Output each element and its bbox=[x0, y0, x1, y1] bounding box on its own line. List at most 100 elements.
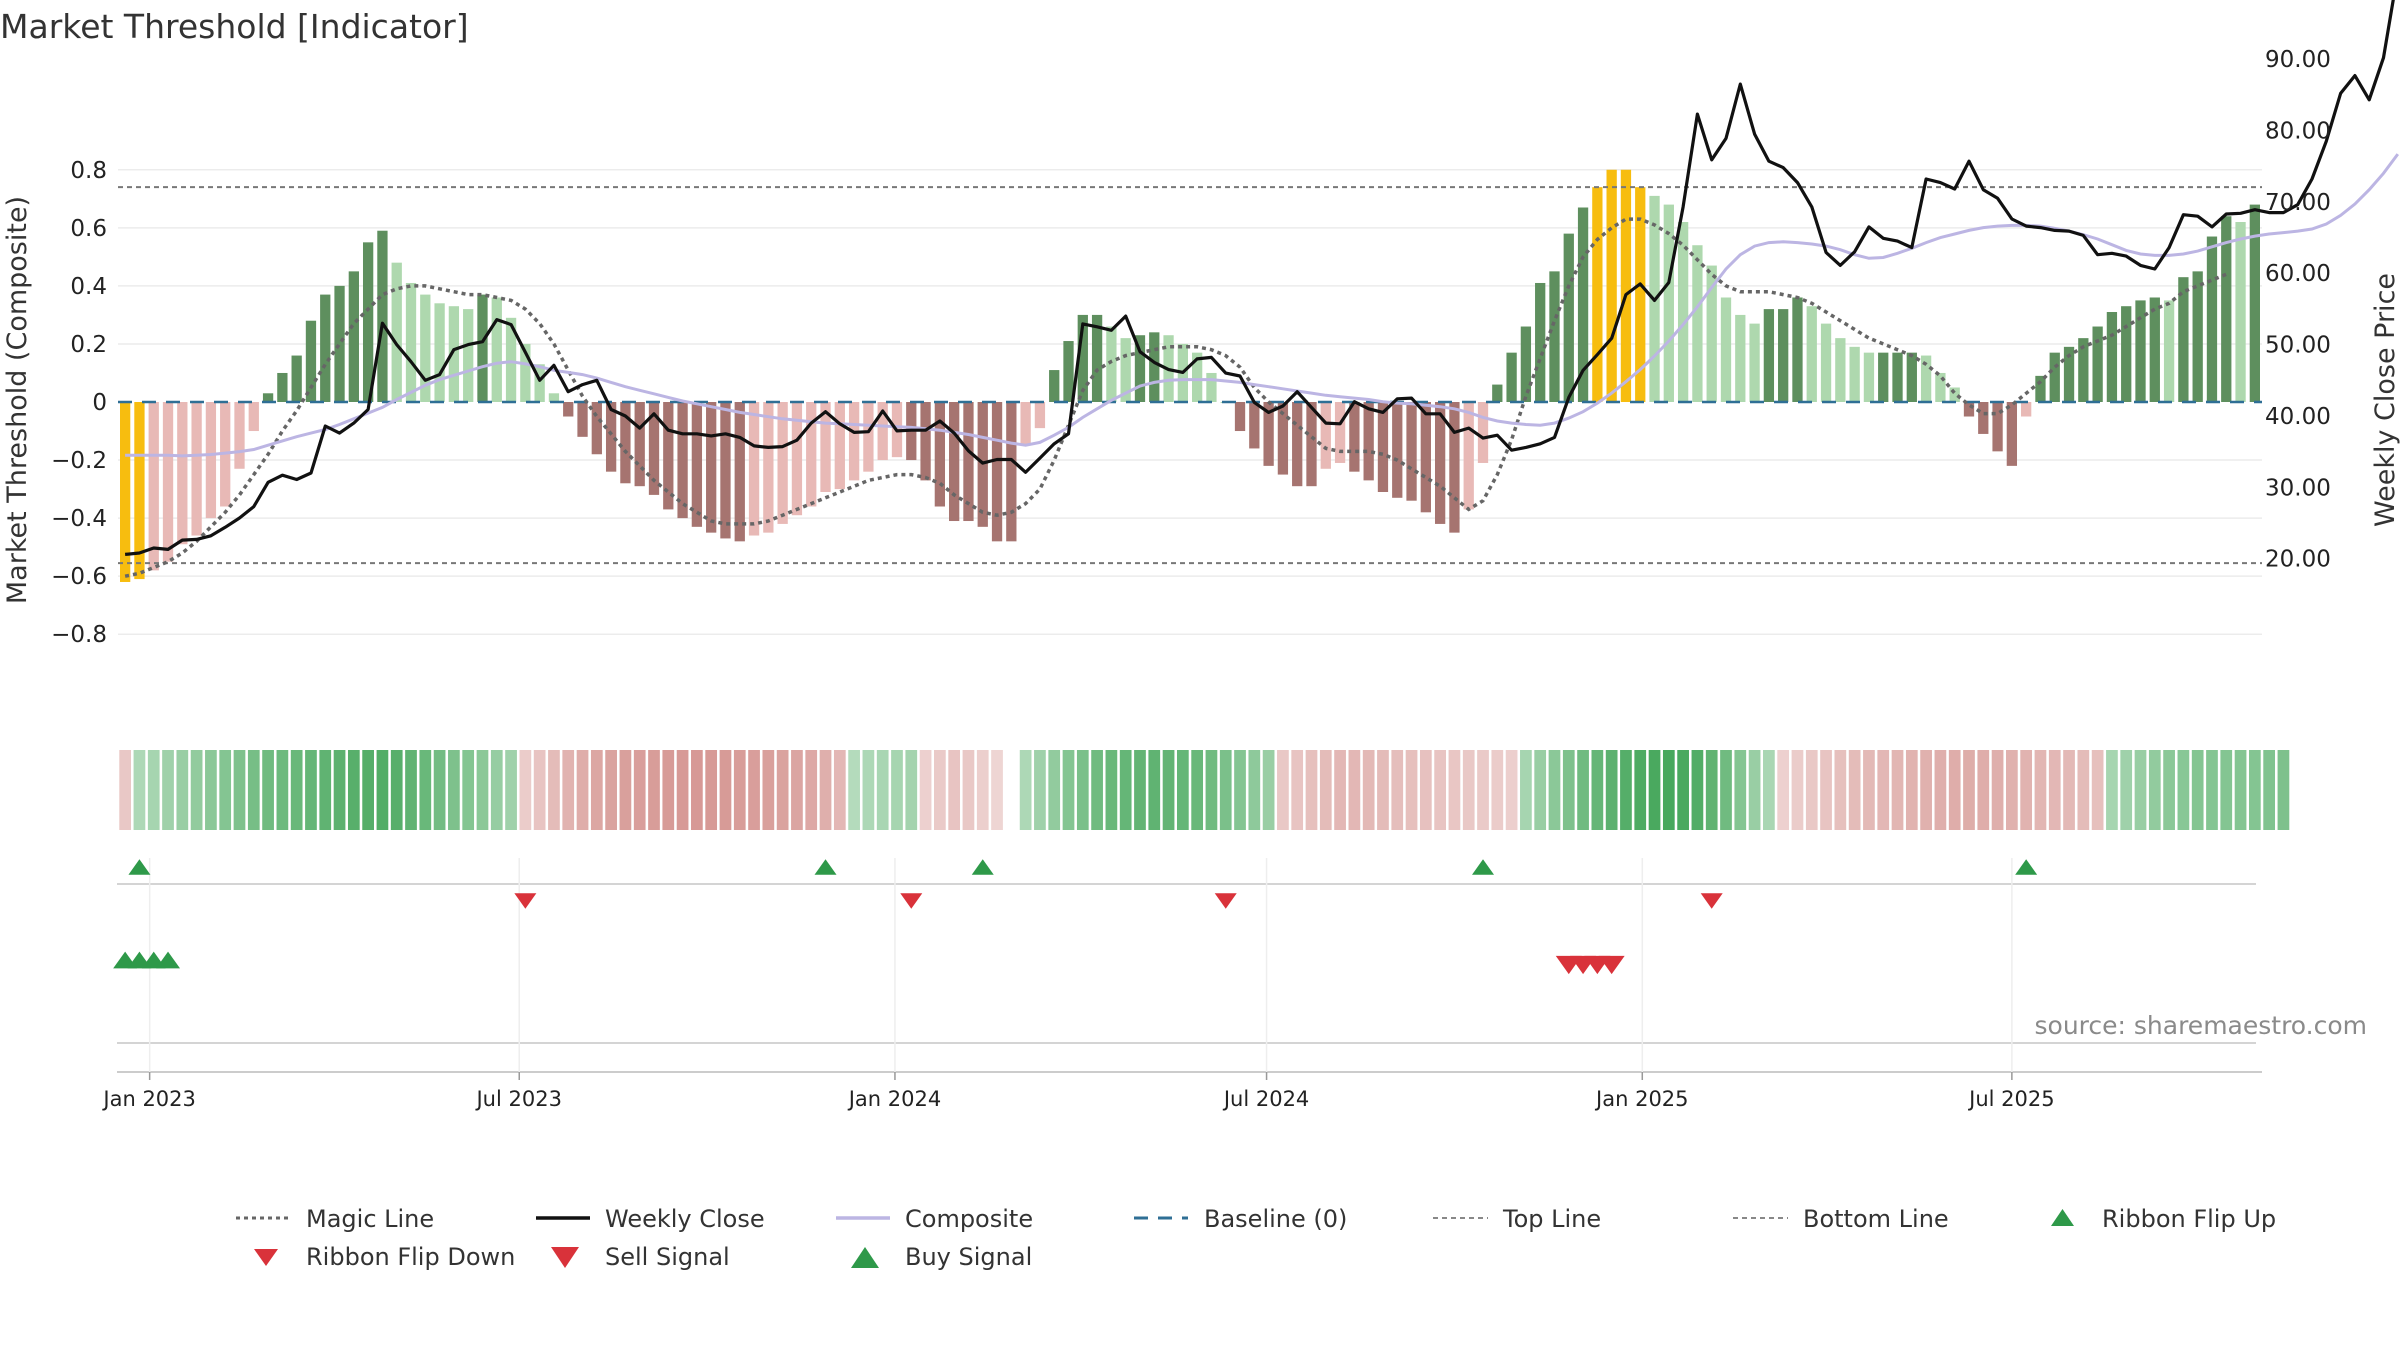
composite-bar bbox=[2063, 346, 2075, 402]
ribbon-cell bbox=[833, 750, 846, 830]
legend-bottom-label: Bottom Line bbox=[1803, 1205, 1949, 1233]
ribbon-cell bbox=[319, 750, 332, 830]
ribbon-cell bbox=[991, 750, 1003, 830]
ribbon-cell bbox=[1963, 750, 1975, 830]
right-tick-label: 30.00 bbox=[2265, 475, 2331, 501]
ribbon-cell bbox=[476, 750, 489, 830]
ribbon-cell bbox=[1920, 750, 1932, 830]
legend-item-top-line: Top Line bbox=[1433, 1205, 1601, 1233]
right-tick-label: 60.00 bbox=[2265, 261, 2331, 287]
composite-bar bbox=[834, 402, 845, 490]
composite-bar bbox=[291, 355, 302, 402]
ribbon-cell bbox=[1091, 750, 1103, 830]
x-tick-label: Jan 2023 bbox=[101, 1087, 196, 1111]
right-tick-label: 50.00 bbox=[2265, 333, 2331, 359]
ribbon-cell bbox=[219, 750, 232, 830]
composite-bar bbox=[1106, 326, 1117, 402]
ribbon-cell bbox=[748, 750, 760, 830]
ribbon-cell bbox=[1119, 750, 1132, 830]
composite-bar bbox=[1820, 323, 1832, 402]
composite-bar bbox=[920, 402, 931, 481]
ribbon-cell bbox=[1019, 750, 1032, 830]
ribbon-cell bbox=[1662, 750, 1675, 830]
ribbon-cell bbox=[1505, 750, 1518, 830]
ribbon-cell bbox=[1219, 750, 1232, 830]
left-tick-label: 0.6 bbox=[70, 216, 107, 242]
ribbon-cell bbox=[619, 750, 632, 830]
composite-bar bbox=[2049, 352, 2060, 402]
composite-bar bbox=[591, 402, 602, 455]
right-tick-label: 90.00 bbox=[2265, 47, 2331, 73]
composite-bars bbox=[120, 169, 2260, 582]
composite-line bbox=[125, 153, 2400, 458]
x-tick-label: Jul 2023 bbox=[474, 1087, 561, 1111]
ribbon-cell bbox=[1591, 750, 1604, 830]
ribbon-cell bbox=[1462, 750, 1475, 830]
ribbon-cell bbox=[419, 750, 432, 830]
right-axis-label: Weekly Close Price bbox=[2370, 273, 2400, 527]
left-tick-label: −0.8 bbox=[51, 622, 107, 648]
composite-bar bbox=[1806, 306, 1817, 402]
ribbon-cell bbox=[276, 750, 289, 830]
x-tick-label: Jan 2024 bbox=[847, 1087, 942, 1111]
ribbon-cell bbox=[2020, 750, 2033, 830]
legend-baseline-label: Baseline (0) bbox=[1204, 1205, 1347, 1233]
ribbon-cell bbox=[1991, 750, 2004, 830]
composite-bar bbox=[1406, 402, 1417, 501]
sell-signal-marker bbox=[1598, 955, 1625, 975]
ribbon-cell bbox=[405, 750, 417, 830]
composite-bar bbox=[391, 262, 402, 402]
ribbon-cell bbox=[433, 750, 446, 830]
composite-bar bbox=[2249, 204, 2260, 402]
ribbon-flip-down-marker bbox=[900, 893, 923, 909]
ribbon-cell bbox=[633, 750, 646, 830]
ribbon-cell bbox=[290, 750, 303, 830]
ribbon-cell bbox=[776, 750, 789, 830]
composite-bar bbox=[2106, 312, 2118, 402]
ribbon-cell bbox=[2063, 750, 2075, 830]
composite-bar bbox=[134, 402, 145, 580]
composite-bar bbox=[1063, 341, 1074, 402]
ribbon-cell bbox=[676, 750, 689, 830]
ribbon-cell bbox=[548, 750, 560, 830]
composite-bar bbox=[1392, 402, 1403, 498]
ribbon-cell bbox=[1391, 750, 1404, 830]
ribbon-cell bbox=[1148, 750, 1161, 830]
composite-bar bbox=[1949, 387, 1960, 402]
chart-title: Market Threshold [Indicator] bbox=[0, 7, 469, 46]
ribbon-cell bbox=[2077, 750, 2090, 830]
ribbon-cell bbox=[1791, 750, 1804, 830]
ribbon-cell bbox=[1748, 750, 1761, 830]
composite-bar bbox=[1334, 402, 1346, 463]
composite-bar bbox=[806, 402, 817, 507]
ribbon-cell bbox=[2248, 750, 2261, 830]
legend-item-buy-signal: Buy Signal bbox=[851, 1243, 1032, 1271]
composite-bar bbox=[1134, 335, 1146, 402]
ribbon-cell bbox=[1720, 750, 1732, 830]
ribbon-cell bbox=[1434, 750, 1446, 830]
ribbon-cell bbox=[876, 750, 889, 830]
ribbon-cell bbox=[1877, 750, 1890, 830]
ribbon-cell bbox=[905, 750, 918, 830]
ribbon-cell bbox=[1405, 750, 1418, 830]
composite-bar bbox=[863, 402, 874, 472]
ribbon-cell bbox=[2106, 750, 2118, 830]
composite-bar bbox=[1420, 402, 1431, 513]
composite-bar bbox=[2178, 277, 2189, 402]
composite-bar bbox=[505, 317, 517, 402]
ribbon-cell bbox=[1419, 750, 1432, 830]
composite-bar bbox=[1192, 352, 1203, 402]
composite-bar bbox=[620, 402, 631, 484]
composite-bar bbox=[248, 402, 259, 432]
right-tick-label: 100.00 bbox=[2265, 0, 2345, 2]
ribbon-cell bbox=[1734, 750, 1747, 830]
ribbon-cell bbox=[162, 750, 174, 830]
ribbon-cell bbox=[519, 750, 532, 830]
composite-bar bbox=[2078, 338, 2089, 402]
composite-bar bbox=[1592, 187, 1603, 402]
legend-item-bottom-line: Bottom Line bbox=[1733, 1205, 1949, 1233]
composite-bar bbox=[1535, 282, 1546, 402]
left-tick-label: −0.4 bbox=[51, 506, 107, 532]
composite-bar bbox=[1263, 402, 1274, 466]
